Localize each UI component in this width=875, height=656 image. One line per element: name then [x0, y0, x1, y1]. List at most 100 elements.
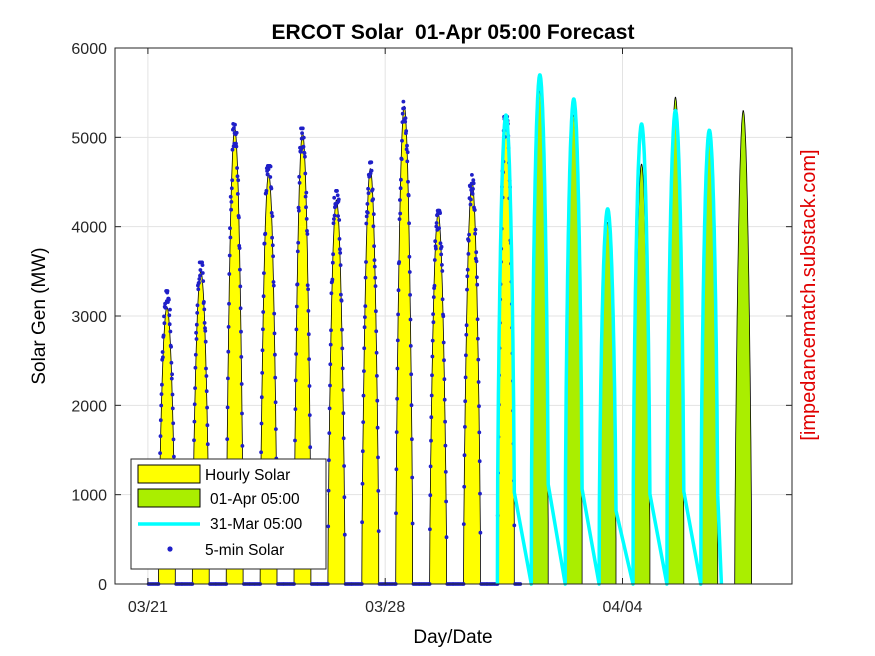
dot-5min [240, 444, 245, 448]
dot-5min [361, 393, 366, 398]
dot-5min [438, 211, 442, 216]
dot-5min [471, 181, 476, 186]
dot-5min [330, 277, 335, 282]
dot-5min [226, 349, 231, 354]
legend: Hourly Solar 01-Apr 05:00 31-Mar 05:00 5… [130, 458, 327, 570]
dot-5min [327, 458, 331, 463]
dot-5min [227, 272, 232, 276]
dot-5min [238, 306, 243, 311]
dot-5min [168, 329, 173, 334]
dot-5min [401, 99, 406, 104]
dot-5min [431, 312, 435, 316]
dot-5min [360, 481, 365, 486]
dot-5min [261, 294, 266, 299]
dot-5min [339, 292, 343, 297]
dot-5min [264, 188, 269, 193]
dot-5min [327, 406, 332, 411]
dot-5min [165, 289, 170, 293]
y-tick-label: 3000 [71, 309, 107, 326]
dot-5min [226, 376, 230, 381]
legend-label-forecast-apr01: 01-Apr 05:00 [210, 491, 300, 508]
dot-5min [303, 194, 308, 199]
dot-5min [335, 193, 340, 198]
dot-5min [469, 197, 473, 202]
dot-5min [230, 178, 235, 183]
dot-5min [193, 365, 198, 370]
dot-5min [232, 126, 236, 130]
dot-5min [404, 147, 409, 152]
dot-5min [409, 372, 414, 377]
dot-5min [373, 284, 378, 288]
line-forecast-mar31 [495, 73, 724, 586]
legend-label-hourly-solar: Hourly Solar [205, 467, 290, 484]
dot-5min [239, 382, 244, 386]
dot-5min [240, 411, 244, 416]
dot-5min [261, 327, 265, 332]
dot-5min [399, 177, 403, 182]
y-axis: 0 1000 2000 3000 4000 5000 6000 [71, 41, 792, 594]
dot-5min [303, 171, 308, 176]
dot-5min [461, 522, 466, 526]
dot-5min [234, 130, 239, 135]
dot-5min [262, 241, 267, 246]
dot-5min [330, 260, 335, 265]
dot-5min [362, 325, 367, 330]
dot-5min [225, 405, 230, 410]
dot-5min [395, 338, 400, 343]
dot-5min [470, 192, 475, 196]
dot-5min [307, 413, 312, 417]
dot-5min [300, 131, 304, 136]
y-tick-label: 1000 [71, 488, 107, 505]
dot-5min [398, 198, 402, 202]
dot-5min [465, 267, 470, 272]
dot-5min [434, 221, 439, 225]
dot-5min [169, 360, 174, 365]
dot-5min [462, 484, 467, 489]
dot-5min [295, 249, 300, 254]
dot-5min [228, 194, 233, 199]
dot-5min [371, 224, 376, 229]
dot-5min [293, 378, 298, 383]
dot-5min [194, 330, 199, 335]
dot-5min [271, 254, 275, 259]
dot-5min [269, 211, 274, 215]
dot-5min [444, 535, 449, 540]
dot-5min [293, 407, 298, 411]
dot-5min [369, 160, 374, 165]
dot-5min [406, 179, 410, 184]
dot-5min [328, 383, 332, 388]
dot-5min [194, 322, 199, 327]
y-tick-label: 5000 [71, 130, 107, 147]
dot-5min [336, 214, 340, 218]
dot-5min [304, 217, 309, 221]
dot-5min [403, 116, 408, 120]
dot-5min [237, 246, 242, 251]
dot-5min [437, 226, 441, 231]
dot-5min [205, 442, 210, 447]
dot-5min [478, 491, 482, 496]
dot-5min [400, 111, 405, 116]
dot-5min [170, 372, 175, 377]
dot-5min [297, 174, 302, 179]
dot-5min [402, 106, 406, 110]
dot-5min [433, 239, 438, 244]
dot-5min [429, 393, 434, 398]
dot-5min [331, 221, 336, 226]
dot-5min [408, 293, 412, 297]
dot-5min [465, 287, 469, 292]
dot-5min [429, 438, 433, 443]
dot-5min [295, 282, 300, 287]
dot-5min [332, 213, 337, 218]
dot-5min [475, 275, 479, 280]
dot-5min [225, 437, 230, 441]
dot-5min [205, 405, 210, 410]
dot-5min [329, 328, 333, 333]
dot-5min [336, 197, 341, 202]
dot-5min [308, 445, 313, 450]
dot-5min [263, 231, 268, 236]
dot-5min [202, 300, 206, 304]
dot-5min [326, 488, 331, 493]
dot-5min [376, 455, 380, 460]
dot-5min [375, 425, 380, 430]
dot-5min [394, 467, 399, 472]
